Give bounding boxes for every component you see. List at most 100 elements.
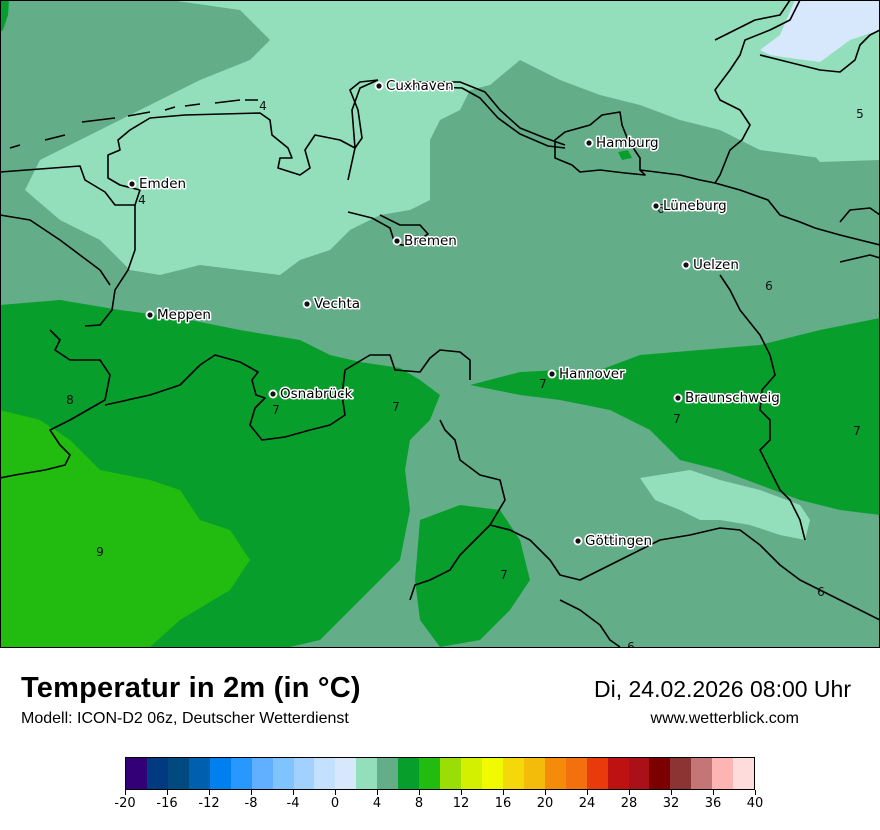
border-netherlands [84,205,136,327]
colorbar-tick [376,790,378,795]
city-marker: Emden [127,175,188,194]
contour-label: 7 [853,424,861,438]
chart-title: Temperatur in 2m (in °C) [21,672,361,704]
city-dot [304,301,310,307]
city-label: Braunschweig [685,390,780,406]
colorbar-tick-label: 0 [330,796,340,811]
city-marker: Cuxhaven [374,77,455,96]
river-elbe [400,81,566,146]
city-marker: Vechta [302,295,362,314]
colorbar-tick [544,790,546,795]
city-label: Emden [139,176,186,192]
city-markers: Cuxhaven Hamburg Emden Lüneburg Bremen Uelzen… [127,77,781,551]
city-dot [376,83,382,89]
website-link: www.wetterblick.com [650,710,799,727]
city-dot [586,140,592,146]
city-label: Cuxhaven [386,78,454,94]
temp-field-2-4-north [25,0,880,275]
temp-field-0-2-baltic [760,0,880,62]
contour-label: 4 [259,99,267,113]
colorbar-swatch [670,758,692,789]
colorbar-tick-label: 16 [494,796,512,811]
colorbar-swatch [230,758,252,789]
city-label: Osnabrück [280,386,353,402]
colorbar-swatch [607,758,629,789]
border-sh-mv [639,169,880,246]
contour-label: 7 [673,412,681,426]
borders [0,0,880,648]
colorbar-swatch [565,758,587,789]
colorbar-tick [250,790,252,795]
colorbar-tick-label: -12 [198,796,220,811]
border-thuringia [489,524,880,621]
temp-field-6-8-hamburg [618,150,632,160]
colorbar-tick [586,790,588,795]
colorbar-swatch [691,758,713,789]
border-nrw-north [0,329,111,479]
colorbar-swatch [419,758,441,789]
colorbar-tick [418,790,420,795]
city-label: Uelzen [693,257,739,273]
colorbar-tick-label: 12 [452,796,470,811]
temp-field-6-8-south [415,505,530,647]
colorbar-tick-label: 28 [620,796,638,811]
border-south-6 [559,599,621,648]
colorbar-swatch [544,758,566,789]
city-label: Meppen [157,307,211,323]
contour-label: 7 [500,568,508,582]
city-marker: Braunschweig [673,389,781,408]
colorbar-swatch [733,758,755,789]
colorbar-tick-label: 20 [536,796,554,811]
colorbar-swatch [209,758,231,789]
city-marker: Meppen [145,306,212,325]
city-marker: Hamburg [584,134,660,153]
colorbar-tick [334,790,336,795]
colorbar-tick-label: -16 [156,796,178,811]
colorbar-swatch [126,758,147,789]
contour-labels: 4 4 5 6 6 7 7 7 7 7 7 8 9 6 6 [66,99,864,648]
colorbar-tick [124,790,126,795]
colorbar-swatch [398,758,420,789]
contour-label: 8 [66,393,74,407]
river-elbe-2 [399,85,566,149]
city-label: Hannover [559,366,625,382]
colorbar-swatch [356,758,378,789]
temp-field-8-10-sw [0,410,250,647]
city-dot [394,238,400,244]
contour-label: 9 [96,545,104,559]
coastline-east-frisia [0,79,379,206]
colorbar-tick-label: 24 [578,796,596,811]
colorbar-tick-label: 40 [746,796,764,811]
contour-label: 7 [539,377,547,391]
city-label: Lüneburg [663,198,727,214]
border-sachsen-anhalt [719,274,806,541]
colorbar-tick-label: 32 [662,796,680,811]
colorbar-tick [502,790,504,795]
city-label: Vechta [314,296,360,312]
colorbar-tick [166,790,168,795]
city-marker: Hannover [547,365,627,384]
temp-field-2-4-harz [640,470,810,540]
contour-label: 7 [392,400,400,414]
colorbar-tick-label: -20 [114,796,136,811]
colorbar-tick [712,790,714,795]
colorbar-swatch [335,758,357,789]
city-dot [575,538,581,544]
bremen-border [347,211,429,247]
border-lower-saxony-east [714,0,801,184]
border-east-right [839,207,880,263]
border-nrw-osnabrueck [104,349,471,441]
colorbar-ticks: -20 -16 -12 -8 -4 0 4 8 12 16 20 24 28 32 36 40 [114,790,763,820]
colorbar-swatch [461,758,482,789]
border-nl-2 [0,214,111,286]
hamburg-border [554,111,646,176]
city-dot [683,262,689,268]
contour-label: 6 [627,640,635,648]
contour-label: 6 [765,279,773,293]
city-label: Bremen [404,233,457,249]
colorbar-tick [292,790,294,795]
colorbar-tick [208,790,210,795]
city-dot [549,371,555,377]
colorbar-swatch [146,758,168,789]
border-mecklenburg [714,0,791,41]
